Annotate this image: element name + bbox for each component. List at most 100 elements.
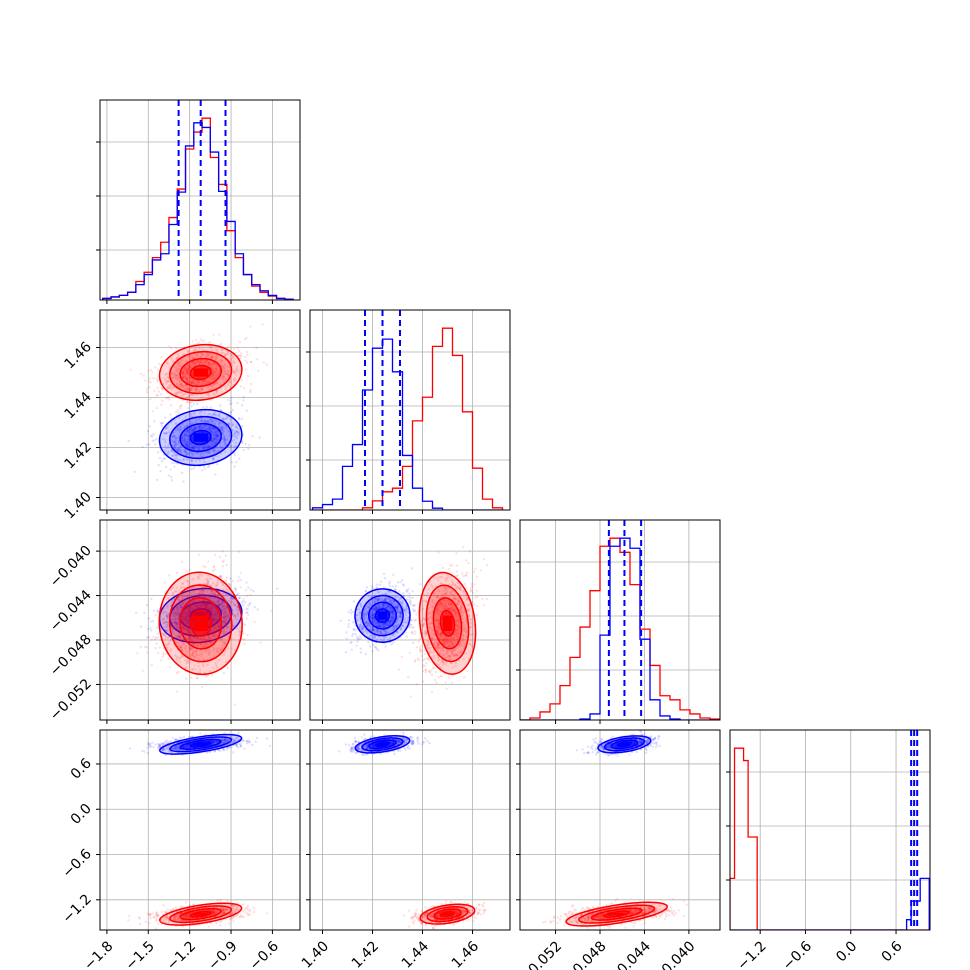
scatter-point (209, 406, 213, 409)
scatter-point (213, 418, 217, 421)
scatter-point (184, 376, 187, 379)
scatter-point (238, 596, 241, 600)
scatter-point (213, 617, 216, 621)
scatter-point (182, 628, 185, 631)
scatter-point (194, 605, 198, 608)
scatter-point (177, 361, 180, 365)
scatter-point (211, 438, 214, 441)
scatter-point (178, 406, 182, 409)
scatter-point (212, 647, 216, 651)
scatter-point (154, 647, 157, 650)
scatter-point (197, 425, 201, 429)
scatter-point (180, 597, 183, 601)
scatter-point (216, 595, 219, 598)
hist-step-red (312, 327, 504, 510)
scatter-point (212, 618, 215, 621)
scatter-point (409, 596, 412, 599)
scatter-point (190, 362, 193, 365)
scatter-point (206, 353, 209, 356)
scatter-point (222, 630, 226, 633)
scatter-point (170, 439, 174, 442)
scatter-point (212, 649, 215, 652)
scatter-point (202, 582, 205, 585)
scatter-point (202, 637, 206, 640)
scatter-point (178, 426, 182, 429)
scatter-point (215, 390, 219, 394)
scatter-point (187, 608, 190, 612)
scatter-point (185, 441, 189, 444)
scatter-point (233, 432, 237, 435)
scatter-point (215, 369, 218, 372)
scatter-point (209, 590, 213, 593)
scatter-point (189, 637, 192, 641)
scatter-point (181, 596, 184, 599)
scatter-point (186, 423, 190, 426)
scatter-point (187, 581, 190, 584)
scatter-point (187, 629, 190, 632)
scatter-point (181, 435, 184, 439)
scatter-point (224, 438, 227, 442)
scatter-point (217, 450, 220, 453)
scatter-point (249, 390, 252, 394)
scatter-point (186, 371, 190, 374)
scatter-point (236, 426, 239, 430)
scatter-point (217, 603, 221, 606)
scatter-point (175, 636, 178, 639)
scatter-point (231, 598, 234, 601)
scatter-point (214, 591, 217, 595)
scatter-point (199, 355, 203, 358)
scatter-point (194, 444, 197, 448)
scatter-point (356, 640, 359, 643)
scatter-point (173, 620, 176, 623)
scatter-point (197, 637, 200, 640)
scatter-point (213, 627, 216, 630)
scatter-point (211, 440, 214, 443)
scatter-point (164, 380, 168, 383)
scatter-point (476, 595, 479, 599)
scatter-point (152, 377, 155, 380)
scatter-point (214, 449, 217, 452)
scatter-point (202, 607, 205, 611)
scatter-point (200, 444, 203, 447)
scatter-point (188, 661, 191, 665)
scatter-point (211, 426, 215, 429)
scatter-point (215, 435, 219, 438)
scatter-point (222, 613, 226, 616)
scatter-point (209, 413, 212, 416)
scatter-point (187, 355, 191, 358)
scatter-point (150, 434, 153, 437)
scatter-point (177, 618, 180, 621)
scatter-point (193, 382, 196, 385)
scatter-point (166, 612, 170, 615)
scatter-point (243, 601, 247, 604)
scatter-point (164, 637, 167, 640)
scatter-point (176, 625, 179, 628)
scatter-point (231, 429, 234, 432)
scatter-point (147, 369, 150, 372)
scatter-point (222, 629, 226, 632)
scatter-point (183, 625, 186, 629)
scatter-point (230, 353, 234, 357)
scatter-point (167, 633, 170, 636)
scatter-point (217, 624, 220, 627)
scatter-point (157, 451, 160, 454)
scatter-point (199, 637, 202, 641)
scatter-point (197, 380, 200, 383)
scatter-point (208, 384, 211, 388)
scatter-point (367, 640, 370, 644)
scatter-point (190, 667, 194, 671)
scatter-point (185, 386, 188, 389)
scatter-point (214, 374, 217, 377)
scatter-point (175, 622, 179, 626)
scatter-point (189, 606, 192, 609)
scatter-point (214, 355, 217, 358)
scatter-point (146, 603, 149, 607)
scatter-point (214, 414, 218, 417)
scatter-point (222, 437, 225, 441)
scatter-point (213, 413, 216, 416)
scatter-point (228, 593, 231, 596)
scatter-point (232, 596, 235, 599)
scatter-point (211, 569, 215, 572)
scatter-point (212, 383, 216, 386)
scatter-point (211, 456, 214, 460)
